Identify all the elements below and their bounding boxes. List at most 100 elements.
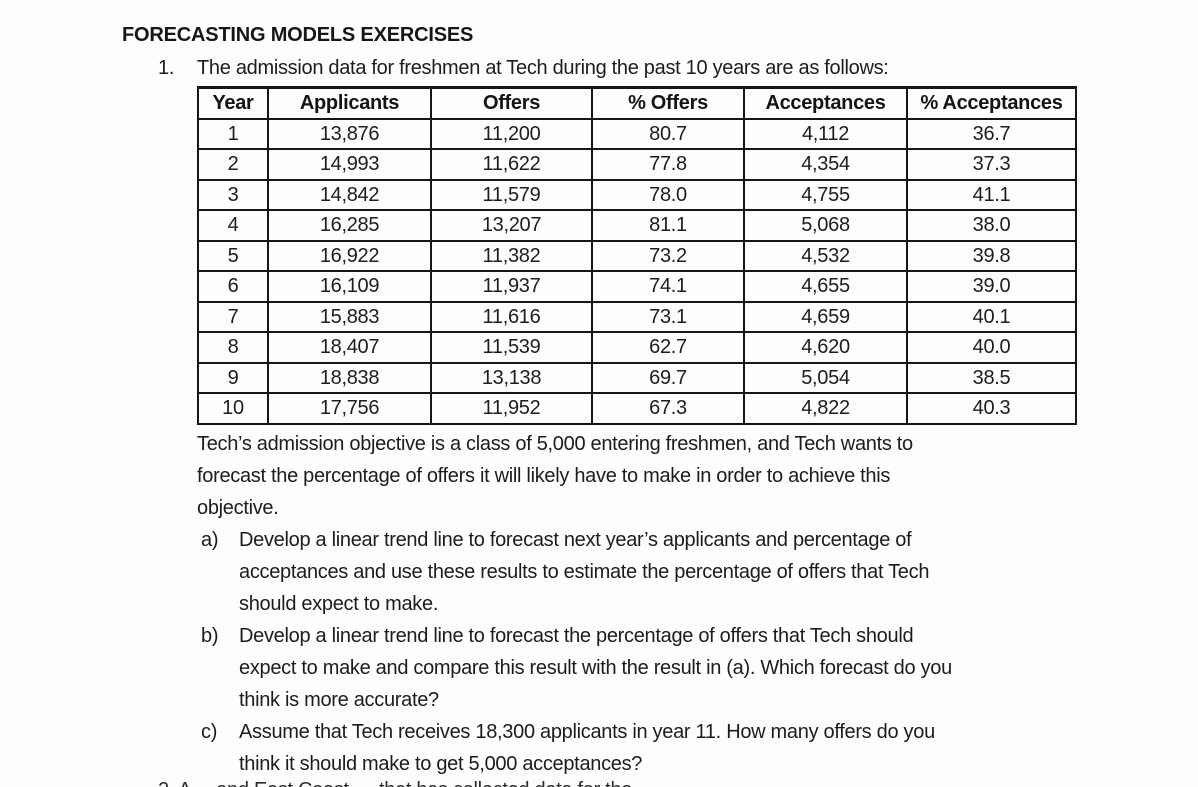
table-cell: 11,616 — [430, 300, 593, 333]
table-cell: 16,922 — [267, 239, 432, 272]
table-cell: 4,659 — [743, 300, 908, 333]
subitem-line: acceptances and use these results to est… — [239, 561, 930, 583]
table-row: 4 16,285 13,207 81.1 5,068 38.0 — [197, 209, 1077, 242]
table-cell: 40.3 — [906, 392, 1077, 425]
table-cell: 36.7 — [906, 117, 1077, 150]
table-cell: 7 — [197, 300, 269, 333]
table-cell: 8 — [197, 331, 269, 364]
table-cell: 4,532 — [743, 239, 908, 272]
table-cell: 11,952 — [430, 392, 593, 425]
table-cell: 10 — [197, 392, 269, 425]
table-cell: 77.8 — [591, 148, 745, 181]
table-cell: 14,842 — [267, 178, 432, 211]
next-problem-partial-line: 2. A… and East Coast … that has collecte… — [158, 774, 657, 787]
table-cell: 4,354 — [743, 148, 908, 181]
table-row: 2 14,993 11,622 77.8 4,354 37.3 — [197, 148, 1077, 181]
page-title: FORECASTING MODELS EXERCISES — [122, 24, 474, 46]
table-cell: 13,207 — [430, 209, 593, 242]
table-cell: 4,822 — [743, 392, 908, 425]
table-cell: 39.8 — [906, 239, 1077, 272]
table-cell: 4,655 — [743, 270, 908, 303]
table-cell: 2 — [197, 148, 269, 181]
table-row: 7 15,883 11,616 73.1 4,659 40.1 — [197, 300, 1077, 333]
table-cell: 13,138 — [430, 361, 593, 394]
table-cell: 62.7 — [591, 331, 745, 364]
problem-1-intro: 1. The admission data for freshmen at Te… — [158, 57, 889, 80]
subitem-label: b) — [201, 625, 219, 647]
subitem-line: should expect to make. — [239, 593, 439, 615]
table-cell: 38.0 — [906, 209, 1077, 242]
problem-intro-text: The admission data for freshmen at Tech … — [197, 57, 889, 79]
column-header-applicants: Applicants — [267, 86, 432, 120]
table-cell: 1 — [197, 117, 269, 150]
table-cell: 69.7 — [591, 361, 745, 394]
table-row: 6 16,109 11,937 74.1 4,655 39.0 — [197, 270, 1077, 303]
column-header-acceptances: Acceptances — [743, 86, 908, 120]
table-cell: 73.2 — [591, 239, 745, 272]
table-cell: 11,937 — [430, 270, 593, 303]
table-cell: 37.3 — [906, 148, 1077, 181]
paragraph-line: objective. — [197, 497, 279, 519]
table-cell: 11,579 — [430, 178, 593, 211]
table-cell: 14,993 — [267, 148, 432, 181]
subitem-label: a) — [201, 529, 219, 551]
table-row: 1 13,876 11,200 80.7 4,112 36.7 — [197, 117, 1077, 150]
subitem-line: think it should make to get 5,000 accept… — [239, 753, 643, 775]
table-cell: 5,054 — [743, 361, 908, 394]
column-header-year: Year — [197, 86, 269, 120]
table-row: 5 16,922 11,382 73.2 4,532 39.8 — [197, 239, 1077, 272]
table-cell: 5,068 — [743, 209, 908, 242]
subitem-line: Assume that Tech receives 18,300 applica… — [239, 721, 935, 743]
table-cell: 3 — [197, 178, 269, 211]
table-cell: 16,285 — [267, 209, 432, 242]
table-cell: 4,755 — [743, 178, 908, 211]
subitem-c: c) Assume that Tech receives 18,300 appl… — [197, 716, 1107, 780]
subitem-a: a) Develop a linear trend line to foreca… — [197, 524, 1107, 620]
table-row: 9 18,838 13,138 69.7 5,054 38.5 — [197, 361, 1077, 394]
table-cell: 9 — [197, 361, 269, 394]
table-cell: 13,876 — [267, 117, 432, 150]
table-cell: 18,838 — [267, 361, 432, 394]
table-cell: 39.0 — [906, 270, 1077, 303]
paragraph-line: forecast the percentage of offers it wil… — [197, 465, 891, 487]
table-cell: 16,109 — [267, 270, 432, 303]
table-cell: 38.5 — [906, 361, 1077, 394]
table-cell: 40.0 — [906, 331, 1077, 364]
table-cell: 11,382 — [430, 239, 593, 272]
table-cell: 40.1 — [906, 300, 1077, 333]
problem-number: 1. — [158, 57, 175, 79]
problem-body: Tech’s admission objective is a class of… — [197, 428, 1107, 780]
table-cell: 81.1 — [591, 209, 745, 242]
admissions-table: Year Applicants Offers % Offers Acceptan… — [197, 86, 1077, 425]
column-header-pct-offers: % Offers — [591, 86, 745, 120]
table-cell: 11,622 — [430, 148, 593, 181]
table-cell: 41.1 — [906, 178, 1077, 211]
subitem-line: Develop a linear trend line to forecast … — [239, 625, 914, 647]
subitem-line: Develop a linear trend line to forecast … — [239, 529, 912, 551]
subitem-label: c) — [201, 721, 218, 743]
table-row: 3 14,842 11,579 78.0 4,755 41.1 — [197, 178, 1077, 211]
table-row: 8 18,407 11,539 62.7 4,620 40.0 — [197, 331, 1077, 364]
table-cell: 74.1 — [591, 270, 745, 303]
table-cell: 67.3 — [591, 392, 745, 425]
table-cell: 11,200 — [430, 117, 593, 150]
table-row: 10 17,756 11,952 67.3 4,822 40.3 — [197, 392, 1077, 425]
table-header-row: Year Applicants Offers % Offers Acceptan… — [197, 86, 1077, 120]
table-cell: 4,620 — [743, 331, 908, 364]
table-cell: 4 — [197, 209, 269, 242]
table-cell: 73.1 — [591, 300, 745, 333]
table-cell: 78.0 — [591, 178, 745, 211]
column-header-pct-acceptances: % Acceptances — [906, 86, 1077, 120]
subitem-line: think is more accurate? — [239, 689, 439, 711]
paragraph-line: Tech’s admission objective is a class of… — [197, 433, 913, 455]
table-cell: 18,407 — [267, 331, 432, 364]
table-cell: 11,539 — [430, 331, 593, 364]
table-cell: 17,756 — [267, 392, 432, 425]
table-cell: 4,112 — [743, 117, 908, 150]
subitem-line: expect to make and compare this result w… — [239, 657, 952, 679]
table-cell: 15,883 — [267, 300, 432, 333]
table-cell: 5 — [197, 239, 269, 272]
column-header-offers: Offers — [430, 86, 593, 120]
table-cell: 6 — [197, 270, 269, 303]
